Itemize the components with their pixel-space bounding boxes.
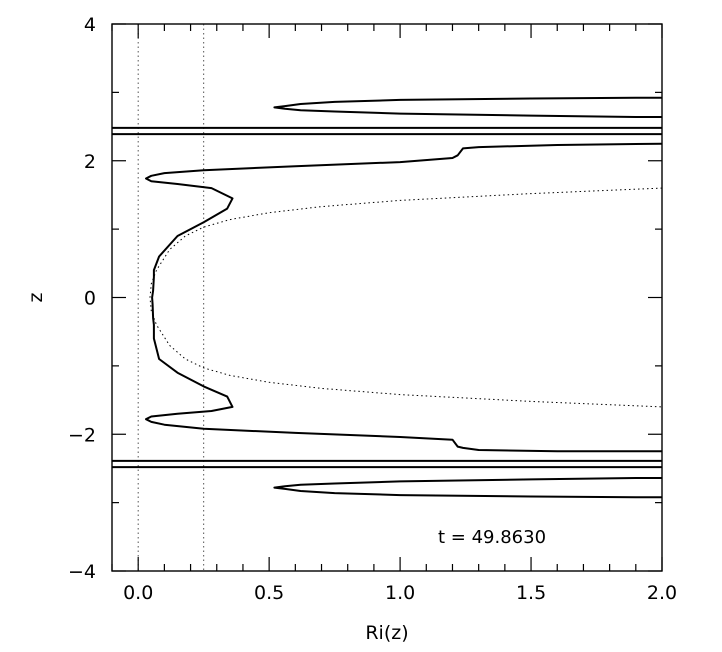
x-tick-label: 0.0 (123, 582, 153, 604)
dotted-series-line-1-0 (149, 187, 663, 408)
y-tick-label: −2 (68, 424, 96, 446)
y-tick-label: −4 (68, 561, 96, 583)
time-annotation: t = 49.8630 (438, 527, 546, 548)
y-tick-label: 0 (84, 288, 96, 310)
x-tick-label: 1.0 (385, 582, 415, 604)
y-tick-label: 2 (84, 151, 96, 173)
x-axis-title: Ri(z) (365, 622, 408, 644)
horizontal-lines (112, 126, 662, 469)
x-tick-label: 2.0 (647, 582, 677, 604)
y-axis-title: z (25, 292, 47, 302)
x-tick-label: 1.5 (516, 582, 546, 604)
series-group (145, 96, 663, 499)
x-tick-label: 0.5 (254, 582, 284, 604)
solid-series-line-0-2 (273, 477, 662, 499)
y-tick-label: 4 (84, 14, 96, 36)
solid-series-line-0-1 (145, 142, 663, 453)
solid-series-line-0-0 (273, 96, 662, 118)
reference-lines (137, 24, 205, 571)
plot-frame (111, 23, 663, 572)
axis-ticks: 0.0 0.5 1.0 1.5 2.0 −4 −2 0 2 4 (68, 14, 677, 604)
